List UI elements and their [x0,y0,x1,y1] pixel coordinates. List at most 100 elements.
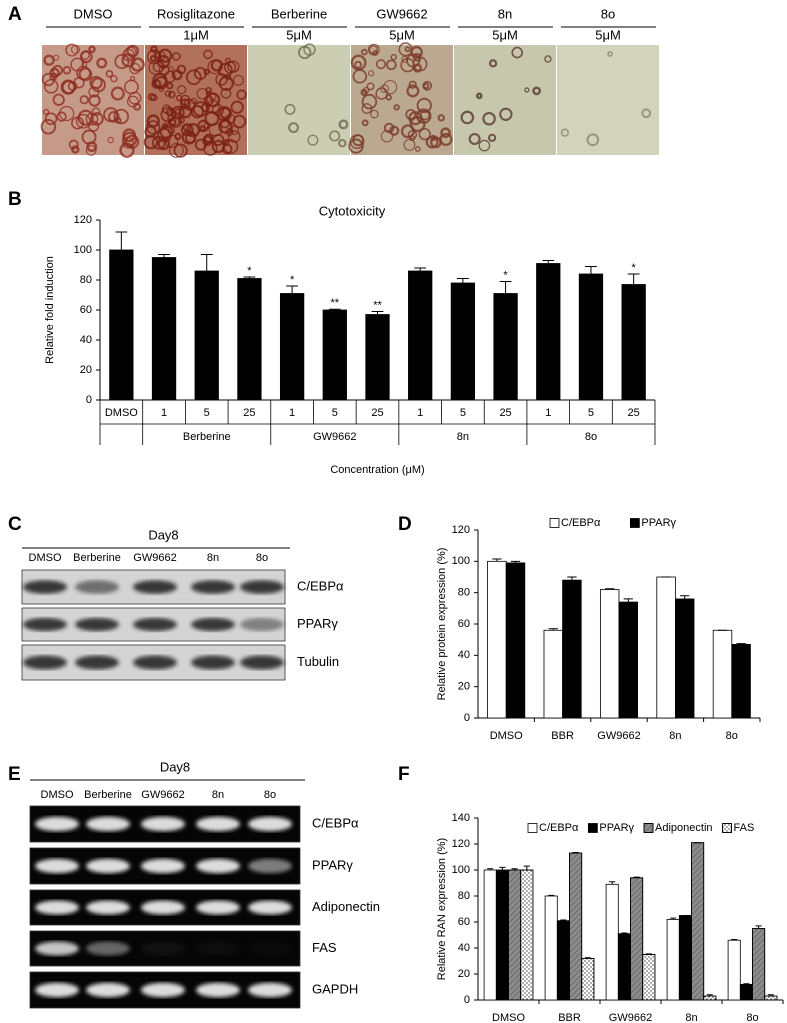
cell [218,119,233,134]
bar [408,270,433,401]
cell [478,139,491,152]
bar-texture [520,869,534,1001]
bar [605,883,619,1001]
cell [71,116,84,130]
blot-band [240,617,284,632]
x-tick-label: 1 [289,407,295,419]
legend-label: C/EBPα [561,517,601,529]
bar [495,869,509,1001]
y-tick-label: 40 [458,649,470,661]
row-label: FAS [312,940,337,955]
cell [90,112,104,126]
cell [88,120,100,132]
cell [96,57,108,69]
y-tick-label: 140 [452,812,470,824]
cell [354,60,362,69]
column-dose: 5μM [492,27,518,42]
legend-texture [643,823,654,833]
row-label: PPARγ [297,616,338,631]
x-tick-label: 25 [243,407,255,419]
cell [360,88,368,97]
cell [284,103,296,115]
cell [414,146,421,152]
error-bar [243,276,256,279]
cell [169,115,183,128]
cell [43,54,55,66]
y-tick-label: 20 [458,681,470,693]
x-tick-label: GW9662 [609,1012,652,1023]
error-bar [623,598,633,603]
bar [543,629,563,719]
bar [237,278,262,401]
bar-texture [569,852,583,1001]
error-bar [609,881,616,885]
error-bar [286,285,298,294]
blot-band [86,858,130,874]
significance: * [503,269,508,281]
blot-band [196,942,240,956]
row-label: GAPDH [312,981,358,996]
bar [505,562,526,719]
column-dose: 5μM [595,27,621,42]
error-bar [328,308,341,310]
cell [236,89,247,100]
x-tick-label: 1 [161,407,167,419]
error-bar [645,953,652,955]
cell [390,53,397,61]
y-tick-label: 60 [458,618,470,630]
blot-title: Day8 [148,527,178,542]
error-bar [621,932,628,934]
cell [182,123,192,132]
error-bar [605,588,615,590]
row-label: Tubulin [297,654,339,669]
legend-swatch [587,823,598,833]
x-tick-label: 5 [204,407,210,419]
error-bar [511,868,518,870]
cell [416,108,432,124]
cell [375,59,386,70]
blot-band [141,982,185,998]
blot-band [35,858,79,874]
row-label: C/EBPα [312,815,359,830]
blot-band [133,580,177,594]
cell [143,134,159,150]
lane-label: 8n [207,552,219,564]
error-bar [627,273,640,285]
bar [617,933,631,1001]
blot-band [240,655,284,670]
column-dose: 5μM [389,27,415,42]
cell [152,60,165,73]
panel-letter: D [398,514,412,535]
legend-label: C/EBPα [539,822,579,834]
cell [44,112,58,126]
y-tick-label: 40 [458,942,470,954]
cell [532,86,542,96]
error-bar [499,281,512,294]
error-bar [755,925,762,929]
blot-band [196,858,240,874]
cell [88,94,101,107]
y-tick-label: 80 [80,274,92,286]
error-bar [572,851,579,854]
cell [210,59,224,72]
cell [380,130,394,143]
x-tick-label: DMSO [105,407,138,419]
y-tick-label: 40 [80,334,92,346]
blot-band [141,941,185,956]
micrograph [248,45,350,155]
cell [108,111,120,123]
cell [288,122,299,134]
x-tick-label: 25 [499,407,511,419]
blot-band [196,816,240,832]
cell [422,80,433,91]
group-label: 8n [457,431,469,443]
cell [198,125,206,133]
cell [56,111,67,122]
y-tick-label: 0 [86,394,92,406]
cell [157,137,171,151]
cell [171,52,181,61]
cell [352,134,365,147]
group-label: 8o [585,431,597,443]
cell [91,77,106,93]
blot-band [23,617,67,632]
